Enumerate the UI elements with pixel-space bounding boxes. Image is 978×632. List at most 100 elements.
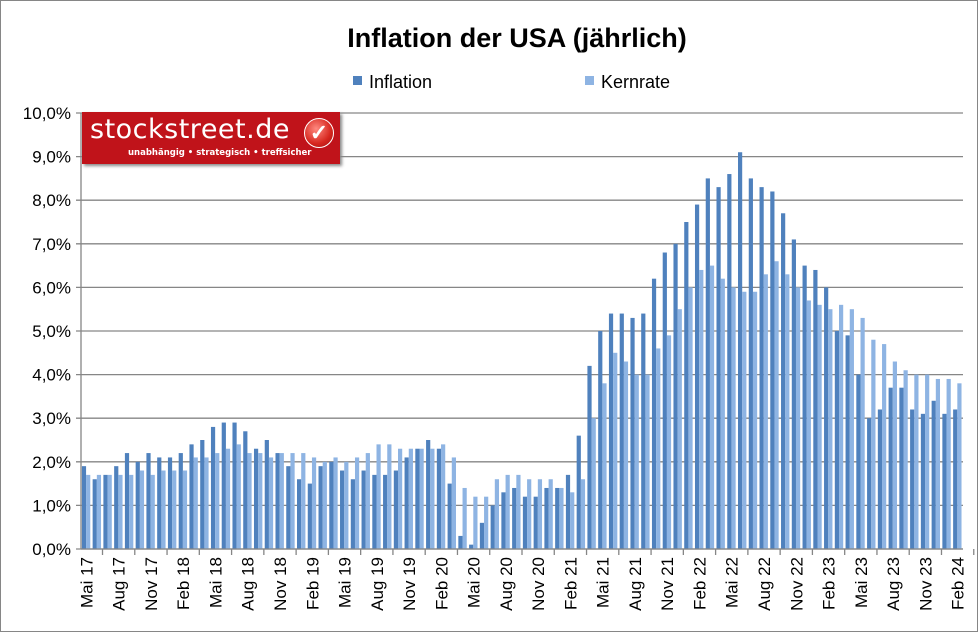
bar-kernrate (903, 370, 908, 549)
bar-kernrate (602, 383, 607, 549)
bar-kernrate (387, 444, 392, 549)
bar-kernrate (118, 474, 123, 549)
bar-inflation (899, 387, 904, 549)
bar-inflation (619, 313, 624, 549)
bar-kernrate (398, 448, 403, 549)
bar-inflation (114, 466, 119, 549)
bar-kernrate (376, 444, 381, 549)
bar-inflation (167, 457, 173, 549)
bar-kernrate (172, 470, 177, 549)
bar-kernrate (828, 309, 833, 549)
bar-inflation (361, 470, 366, 549)
x-tick-label: Aug 21 (626, 557, 645, 611)
bar-inflation (770, 191, 775, 550)
bar-inflation (286, 466, 291, 549)
bar-kernrate (935, 378, 941, 549)
bar-inflation (931, 400, 936, 549)
bar-inflation (759, 187, 764, 549)
bar-kernrate (849, 309, 854, 549)
bar-kernrate (344, 461, 349, 549)
bar-kernrate (742, 291, 747, 549)
x-tick-label: Aug 23 (884, 557, 903, 611)
bar-kernrate (258, 453, 263, 549)
bar-inflation (727, 174, 732, 550)
bar-kernrate (225, 448, 231, 549)
y-tick-label: 4,0% (32, 366, 71, 385)
checkmark-icon: ✓ (304, 118, 334, 148)
bar-kernrate (752, 291, 758, 549)
bar-inflation (781, 213, 786, 549)
x-tick-label: Feb 24 (949, 557, 968, 610)
bar-inflation (232, 422, 237, 549)
bar-inflation (522, 496, 528, 549)
bar-kernrate (720, 278, 725, 549)
bar-kernrate (839, 304, 844, 549)
x-tick-label: Nov 23 (916, 557, 935, 611)
bar-inflation (178, 453, 183, 549)
bar-kernrate (527, 479, 532, 549)
bar-inflation (598, 331, 603, 549)
bar-inflation (662, 252, 667, 549)
bar-inflation (243, 431, 248, 549)
bar-kernrate (484, 496, 489, 549)
x-tick-label: Mai 22 (723, 557, 742, 608)
y-tick-label: 5,0% (32, 322, 71, 341)
bar-inflation (221, 422, 226, 549)
bar-kernrate (86, 474, 91, 549)
bar-kernrate (215, 453, 220, 549)
bar-kernrate (613, 352, 618, 549)
bar-inflation (910, 409, 915, 549)
bar-inflation (533, 496, 538, 549)
x-tick-label: Nov 18 (271, 557, 290, 611)
bar-inflation (415, 448, 420, 549)
logo-name: stockstreet.de (90, 114, 290, 145)
bar-inflation (124, 453, 130, 549)
bar-inflation (318, 466, 323, 549)
bar-inflation (393, 470, 399, 549)
bar-kernrate (301, 453, 306, 549)
bar-inflation (651, 278, 657, 549)
bar-inflation (738, 152, 743, 550)
bar-kernrate (139, 470, 145, 549)
bar-inflation (608, 313, 614, 549)
bar-kernrate (129, 474, 134, 549)
bar-inflation (802, 265, 807, 549)
bar-inflation (953, 409, 958, 549)
x-tick-label: Feb 20 (432, 557, 451, 610)
bar-inflation (372, 474, 377, 549)
bar-kernrate (806, 300, 811, 549)
bar-inflation (383, 474, 388, 549)
bar-kernrate (430, 448, 435, 549)
bar-kernrate (322, 461, 327, 549)
bar-inflation (436, 448, 442, 549)
legend-swatch-inflation (353, 76, 362, 85)
bar-kernrate (96, 474, 102, 549)
bar-kernrate (666, 335, 672, 549)
bar-inflation (512, 487, 517, 549)
legend-swatch-kernrate (585, 76, 594, 85)
bar-inflation (544, 487, 549, 549)
bar-kernrate (623, 361, 629, 549)
bar-kernrate (311, 457, 317, 549)
bar-kernrate (193, 457, 198, 549)
bar-inflation (135, 461, 140, 549)
y-tick-label: 3,0% (32, 409, 71, 428)
bar-kernrate (451, 457, 456, 549)
bar-kernrate (441, 444, 446, 549)
x-tick-label: Mai 18 (206, 557, 225, 608)
bar-kernrate (785, 274, 790, 549)
bar-kernrate (580, 479, 586, 549)
legend-label-inflation: Inflation (369, 72, 432, 92)
bar-inflation (340, 470, 345, 549)
bar-inflation (458, 535, 463, 549)
bar-kernrate (591, 418, 596, 549)
bar-kernrate (462, 487, 467, 549)
chart-title: Inflation der USA (jährlich) (347, 23, 687, 53)
bar-inflation (920, 413, 926, 549)
bar-kernrate (688, 287, 693, 549)
x-tick-label: Mai 19 (336, 557, 355, 608)
bar-inflation (447, 483, 452, 549)
stockstreet-logo: stockstreet.de unabhängig • strategisch … (82, 112, 340, 164)
